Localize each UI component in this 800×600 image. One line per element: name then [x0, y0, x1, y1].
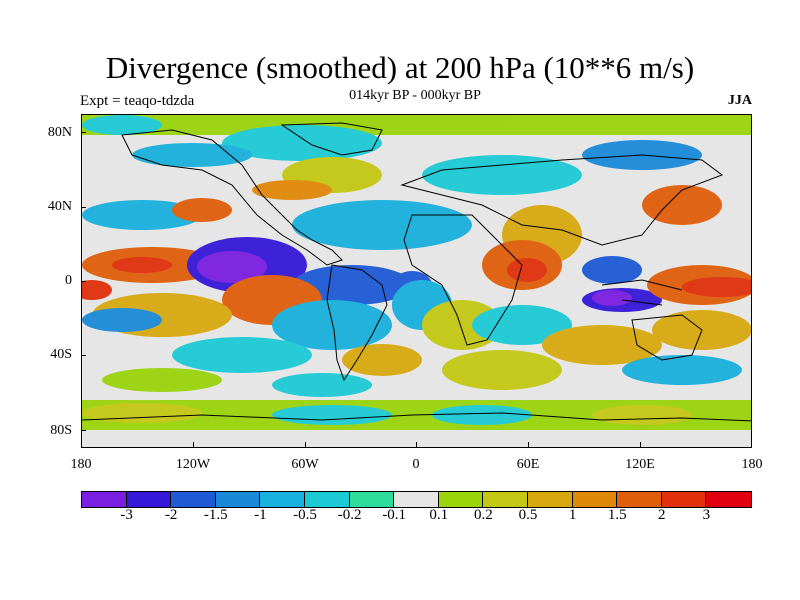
- lon-label-120w: 120W: [175, 457, 211, 472]
- colorbar-label: 3: [702, 507, 711, 523]
- colorbar-label: -0.1: [382, 507, 407, 523]
- lon-label-60w: 60W: [291, 457, 319, 472]
- lon-label-0: 0: [412, 457, 420, 472]
- colorbar-swatch: [126, 492, 172, 507]
- colorbar-label: -0.2: [337, 507, 362, 523]
- colorbar-label: 0.5: [518, 507, 538, 523]
- lat-label-40s: 40S: [50, 347, 72, 362]
- lat-label-0: 0: [65, 273, 72, 288]
- colorbar-label: -1.5: [203, 507, 228, 523]
- experiment-label: Expt = teaqo-tdzda: [80, 93, 195, 109]
- lon-label-180e: 180: [741, 457, 763, 472]
- colorbar-swatch: [572, 492, 618, 507]
- lat-label-40n: 40N: [47, 199, 72, 214]
- colorbar-label: 1: [568, 507, 577, 523]
- colorbar-swatch: [527, 492, 573, 507]
- colorbar-swatch: [215, 492, 261, 507]
- x-tick: [193, 442, 194, 448]
- colorbar-swatch: [171, 492, 216, 507]
- divergence-map: [81, 114, 752, 448]
- colorbar-swatch: [617, 492, 662, 507]
- colorbar-label: 1.5: [607, 507, 627, 523]
- colorbar-label: 2: [658, 507, 666, 523]
- lon-label-120e: 120E: [625, 457, 655, 472]
- colorbar-label: 0.2: [474, 507, 493, 523]
- colorbar-swatch: [706, 492, 751, 507]
- chart-title: Divergence (smoothed) at 200 hPa (10**6 …: [105, 50, 695, 85]
- colorbar-label: -1: [254, 507, 267, 523]
- period-subtitle: 014kyr BP - 000kyr BP: [349, 88, 481, 103]
- y-tick: [81, 355, 86, 356]
- y-tick: [81, 132, 86, 133]
- x-tick: [305, 442, 306, 448]
- coastlines: [82, 122, 751, 422]
- colorbar-label: 0.1: [429, 507, 449, 523]
- y-tick: [81, 207, 86, 208]
- colorbar-label: -2: [164, 507, 178, 523]
- season-label: JJA: [727, 93, 752, 108]
- colorbar-swatch: [394, 492, 439, 507]
- colorbar-swatch: [661, 492, 707, 507]
- y-tick: [81, 430, 86, 431]
- colorbar-swatch: [260, 492, 305, 507]
- lon-label-180w: 180: [70, 457, 92, 472]
- colorbar-swatch: [438, 492, 484, 507]
- y-tick: [81, 281, 86, 282]
- colorbar-swatch: [483, 492, 528, 507]
- lat-label-80s: 80S: [50, 423, 72, 438]
- colorbar-swatch: [349, 492, 395, 507]
- colorbar-swatch: [304, 492, 350, 507]
- lat-label-80n: 80N: [47, 125, 72, 140]
- colorbar-swatch: [82, 492, 127, 507]
- colorbar-label: -3: [120, 507, 133, 523]
- divergence-field: [82, 115, 751, 447]
- x-tick: [416, 442, 417, 448]
- x-tick: [640, 442, 641, 448]
- colorbar: [81, 491, 752, 508]
- x-tick: [528, 442, 529, 448]
- colorbar-label: -0.5: [293, 507, 317, 523]
- lon-label-60e: 60E: [516, 457, 540, 472]
